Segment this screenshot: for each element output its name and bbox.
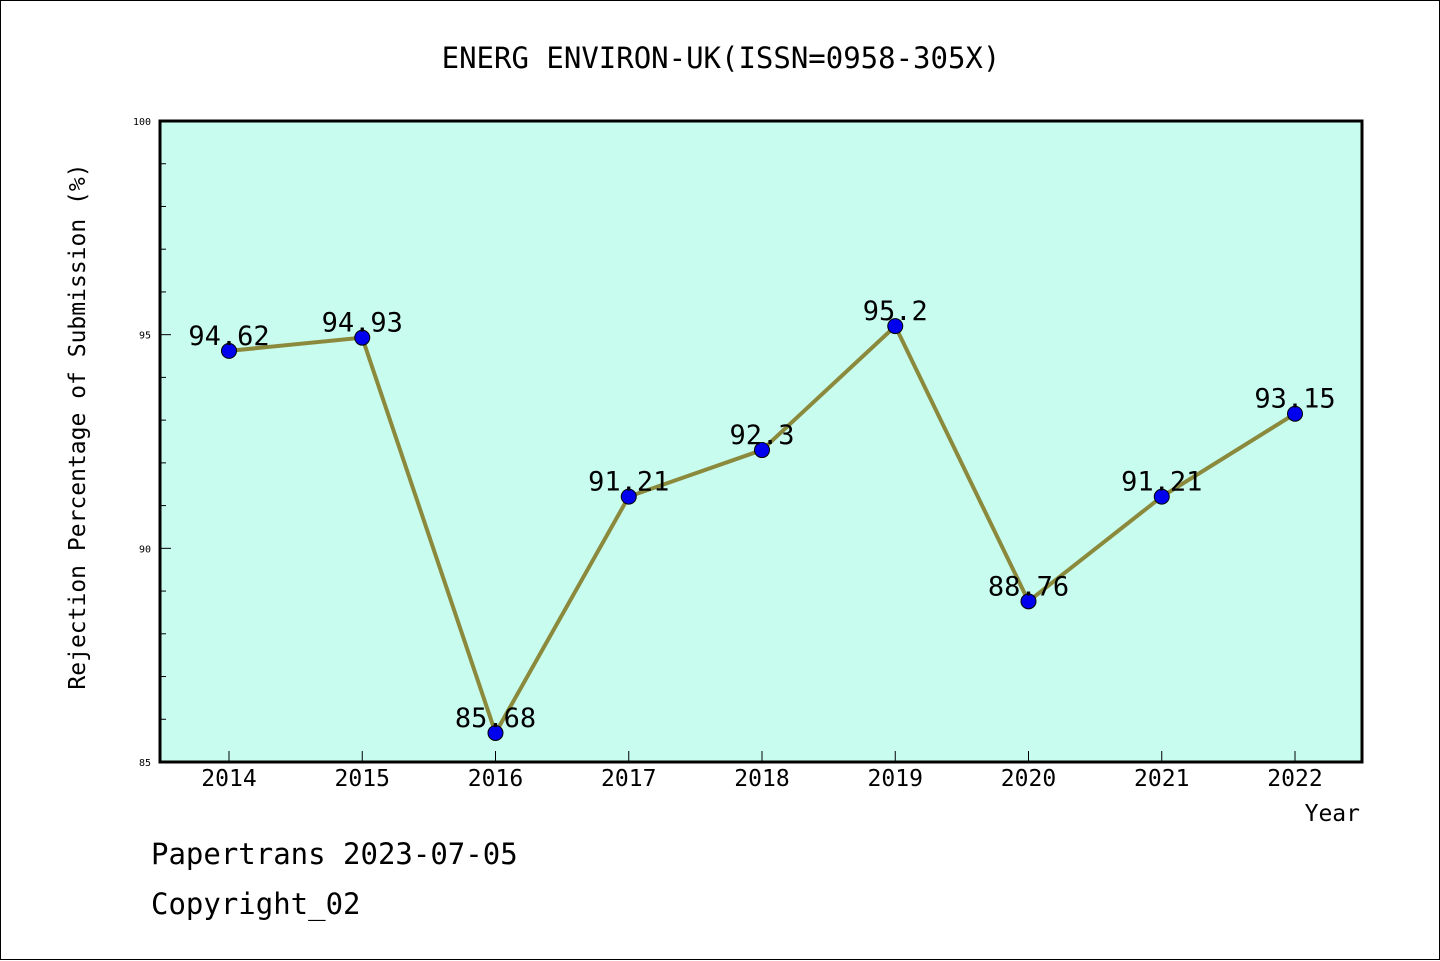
data-label: 88.76 <box>988 571 1069 602</box>
data-point <box>887 318 904 335</box>
data-label: 85.68 <box>455 703 536 734</box>
data-point <box>221 342 237 359</box>
data-point <box>354 329 371 346</box>
footer-date: Papertrans 2023-07-05 <box>151 837 518 871</box>
x-tick-label: 2020 <box>1001 766 1056 792</box>
data-label: 94.93 <box>322 308 403 339</box>
data-point <box>487 724 504 741</box>
data-label: 93.15 <box>1254 384 1335 415</box>
data-point <box>1153 488 1170 505</box>
data-label: 92.3 <box>729 420 794 451</box>
y-tick-label: 100 <box>133 117 151 128</box>
y-tick-label: 90 <box>139 544 151 555</box>
x-axis-label: Year <box>1305 801 1360 827</box>
footer-copyright: Copyright_02 <box>151 887 361 921</box>
x-tick-label: 2021 <box>1134 766 1189 792</box>
data-point <box>620 488 637 505</box>
x-tick-label: 2019 <box>868 766 923 792</box>
y-tick-label: 85 <box>139 758 151 769</box>
data-label: 94.62 <box>188 321 269 352</box>
data-label: 91.21 <box>588 467 669 498</box>
plot-area <box>160 121 1362 762</box>
x-tick-label: 2015 <box>335 766 390 792</box>
data-point <box>754 442 770 459</box>
x-tick-label: 2018 <box>734 766 789 792</box>
x-tick-label: 2014 <box>201 766 256 792</box>
data-label: 95.2 <box>863 296 928 327</box>
y-axis-label: Rejection Percentage of Submission (%) <box>65 163 91 689</box>
data-point <box>1020 593 1037 610</box>
chart-title: ENERG ENVIRON-UK(ISSN=0958-305X) <box>442 41 1001 75</box>
x-tick-label: 2022 <box>1267 766 1322 792</box>
x-tick-label: 2017 <box>601 766 656 792</box>
data-point <box>1287 405 1303 422</box>
y-tick-label: 95 <box>139 331 151 342</box>
data-label: 91.21 <box>1121 467 1202 498</box>
x-tick-label: 2016 <box>468 766 523 792</box>
plot-frame <box>158 119 1364 764</box>
